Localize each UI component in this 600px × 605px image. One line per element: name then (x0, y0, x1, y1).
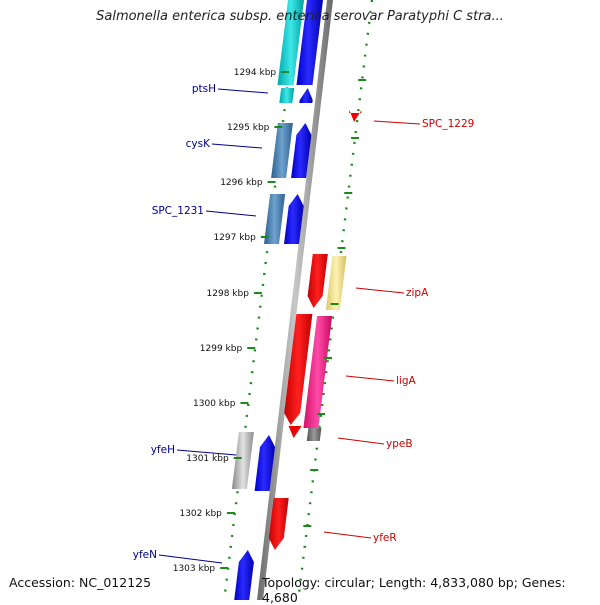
gene-ligA-pink (303, 316, 333, 428)
gene-zipA-red (307, 254, 328, 308)
label-leader-lines (158, 88, 421, 564)
gene-SPC1231-steel (264, 194, 286, 244)
gene-yfeH-blue (254, 435, 275, 491)
dotted-guide-lines (223, 0, 374, 600)
right-outer-guide (297, 0, 374, 600)
kbp-tick-label: 1298 kbp (207, 289, 250, 299)
leader-line-right (323, 531, 372, 539)
gene-label-right: ligA (396, 375, 416, 387)
backbone-strand (257, 0, 333, 600)
leader-line-right (345, 375, 395, 382)
gene-yfeH-gray (231, 432, 254, 489)
accession-text: Accession: NC_012125 (9, 575, 152, 590)
gene-ypeB-gray (306, 428, 322, 441)
gene-label-left: ptsH (192, 83, 216, 95)
leader-line-left (176, 449, 237, 456)
leader-line-left (217, 88, 269, 94)
gene-SPC1229 (349, 110, 362, 122)
gene-yfeR-red (268, 498, 289, 550)
gene-cysK-steel (271, 123, 293, 178)
leader-line-left (211, 143, 263, 149)
gene-label-right: yfeR (373, 532, 397, 544)
kbp-tick-marks: 1294 kbp 1295 kbp 1296 kbp 1297 kbp 1298 kbp… (173, 68, 367, 574)
leader-line-right (337, 437, 385, 445)
gene-blue-top (296, 0, 323, 85)
gene-label-right: ypeB (386, 438, 413, 450)
gene-SPC1231-blue (284, 194, 304, 244)
kbp-tick-label: 1300 kbp (193, 399, 236, 409)
leader-line-left (205, 210, 257, 217)
leader-line-right (355, 287, 405, 294)
kbp-tick-label: 1303 kbp (173, 564, 216, 574)
leader-line-right (373, 120, 421, 125)
kbp-tick-label: 1299 kbp (200, 344, 243, 354)
gene-teal-top (277, 0, 304, 85)
genome-summary-text: Topology: circular; Length: 4,833,080 bp… (262, 575, 566, 605)
genome-title: Salmonella enterica subsp. enterica sero… (96, 9, 504, 24)
kbp-tick-label: 1302 kbp (179, 509, 222, 519)
gene-cysK-blue (291, 123, 312, 178)
leader-line-left (158, 554, 223, 564)
kbp-tick-label: 1294 kbp (234, 68, 277, 78)
kbp-tick-label: 1295 kbp (227, 123, 270, 133)
gene-ypeB-red (288, 426, 302, 438)
gene-labels: ptsH cysK SPC_1231 yfeH yfeN SPC_1229 zipA ligA… (133, 83, 475, 561)
gene-yfeN-blue (234, 550, 254, 600)
kbp-tick-label: 1297 kbp (213, 233, 256, 243)
gene-label-left: yfeH (151, 444, 175, 456)
gene-label-left: SPC_1231 (152, 205, 204, 217)
kbp-tick-label: 1301 kbp (186, 454, 229, 464)
gene-features (231, 0, 362, 600)
gene-label-left: cysK (186, 138, 211, 150)
dna-backbone (257, 0, 333, 600)
gene-label-left: yfeN (133, 549, 157, 561)
kbp-tick-label: 1296 kbp (220, 178, 263, 188)
gene-ligA-red (284, 314, 313, 425)
gene-zipA-khaki (325, 256, 347, 310)
gene-label-right: zipA (406, 287, 429, 299)
gene-label-right: SPC_1229 (422, 118, 474, 130)
gene-ptsH-blue (299, 88, 313, 103)
gene-ptsH-teal (279, 88, 295, 103)
